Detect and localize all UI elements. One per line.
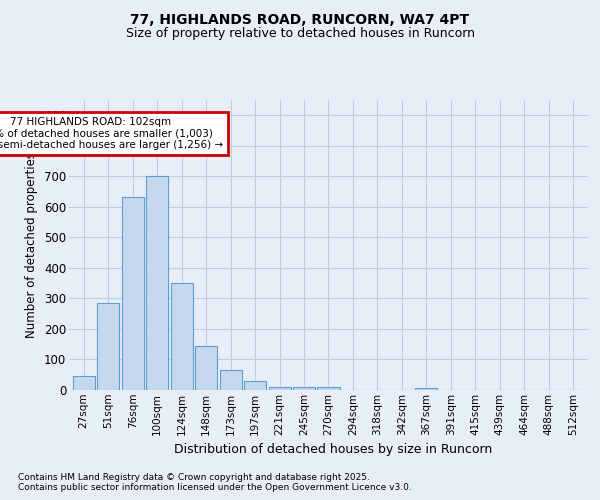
Text: 77, HIGHLANDS ROAD, RUNCORN, WA7 4PT: 77, HIGHLANDS ROAD, RUNCORN, WA7 4PT — [130, 12, 470, 26]
Y-axis label: Number of detached properties: Number of detached properties — [25, 152, 38, 338]
Bar — [122, 197, 143, 390]
Bar — [415, 388, 437, 390]
Bar — [244, 381, 266, 390]
Bar — [317, 387, 340, 390]
Text: Distribution of detached houses by size in Runcorn: Distribution of detached houses by size … — [174, 442, 492, 456]
Bar — [220, 370, 242, 390]
Bar — [170, 283, 193, 390]
Text: Contains public sector information licensed under the Open Government Licence v3: Contains public sector information licen… — [18, 482, 412, 492]
Text: Contains HM Land Registry data © Crown copyright and database right 2025.: Contains HM Land Registry data © Crown c… — [18, 472, 370, 482]
Bar — [97, 303, 119, 390]
Bar — [195, 346, 217, 390]
Bar — [73, 376, 95, 390]
Text: Size of property relative to detached houses in Runcorn: Size of property relative to detached ho… — [125, 28, 475, 40]
Bar — [146, 176, 168, 390]
Bar — [269, 387, 290, 390]
Bar — [293, 387, 315, 390]
Text: 77 HIGHLANDS ROAD: 102sqm
← 44% of detached houses are smaller (1,003)
56% of se: 77 HIGHLANDS ROAD: 102sqm ← 44% of detac… — [0, 117, 223, 150]
